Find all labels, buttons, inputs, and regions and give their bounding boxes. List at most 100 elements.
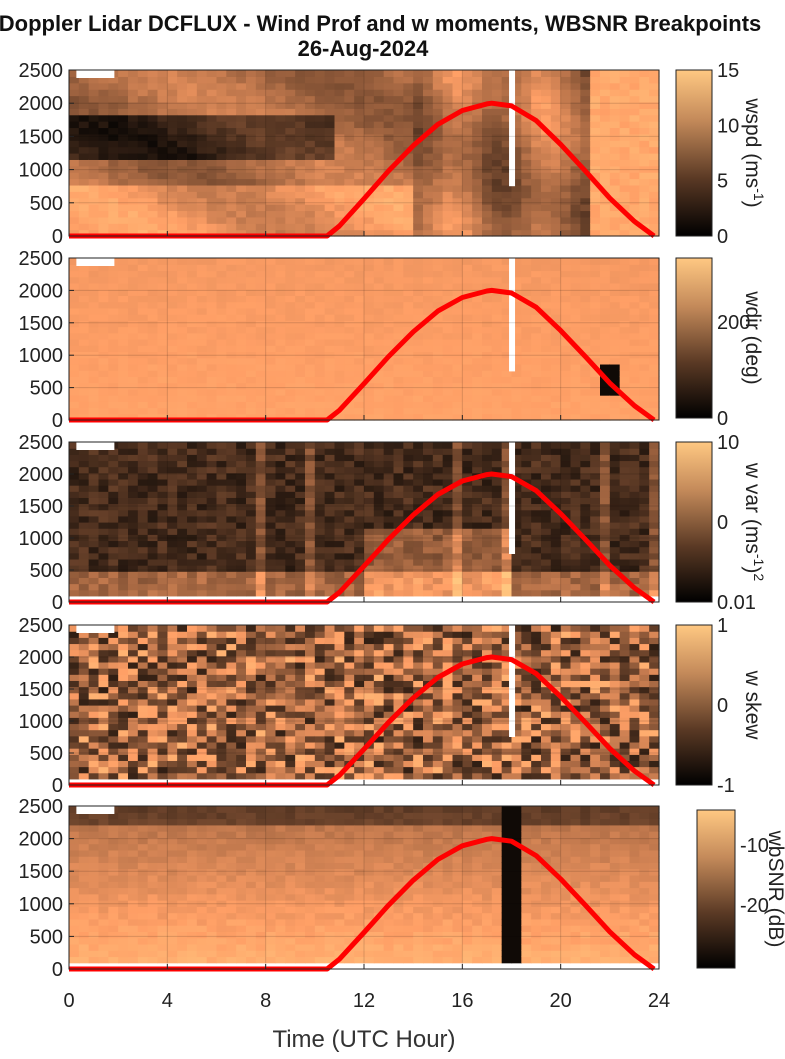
heatmap-cell — [373, 448, 385, 455]
heatmap-cell — [619, 172, 631, 180]
heatmap-cell — [364, 583, 375, 591]
heatmap-cell — [88, 674, 100, 681]
heatmap-cell — [541, 589, 552, 597]
heatmap-cell — [265, 413, 277, 421]
heatmap-cell — [147, 748, 159, 755]
heatmap-cell — [570, 82, 581, 90]
heatmap-cell — [69, 229, 80, 237]
heatmap-cell — [147, 503, 159, 511]
heatmap-cell — [590, 401, 601, 409]
heatmap-cell — [196, 289, 208, 296]
heatmap-cell — [246, 276, 257, 284]
heatmap-cell — [639, 178, 650, 186]
heatmap-cell — [472, 571, 483, 578]
heatmap-cell — [157, 741, 168, 749]
heatmap-cell — [393, 216, 404, 224]
heatmap-cell — [600, 289, 611, 296]
heatmap-cell — [177, 140, 188, 148]
heatmap-cell — [629, 540, 640, 548]
heatmap-cell — [649, 442, 660, 449]
heatmap-cell — [69, 748, 80, 755]
heatmap-cell — [482, 133, 493, 141]
heatmap-cell — [88, 295, 100, 303]
heatmap-cell — [344, 583, 355, 591]
heatmap-cell — [403, 127, 414, 135]
heatmap-cell — [639, 466, 650, 474]
data-gap — [509, 258, 516, 372]
heatmap-cell — [295, 528, 306, 535]
heatmap-cell — [550, 478, 562, 486]
heatmap-cell — [442, 270, 454, 278]
heatmap-cell — [275, 289, 286, 296]
heatmap-cell — [295, 357, 306, 365]
heatmap-cell — [531, 388, 542, 396]
heatmap-cell — [157, 388, 168, 396]
heatmap-cell — [344, 229, 355, 237]
heatmap-cell — [137, 583, 149, 591]
heatmap-cell — [354, 121, 365, 129]
heatmap-cell — [600, 442, 611, 449]
heatmap-cell — [560, 558, 572, 566]
heatmap-cell — [393, 472, 404, 480]
heatmap-cell — [118, 686, 129, 694]
heatmap-cell — [255, 276, 267, 284]
heatmap-cell — [462, 197, 473, 205]
heatmap-cell — [629, 565, 640, 572]
heatmap-cell — [531, 357, 542, 365]
heatmap-cell — [265, 70, 277, 77]
heatmap-cell — [560, 478, 572, 486]
heatmap-cell — [541, 382, 552, 390]
heatmap-cell — [531, 552, 542, 560]
heatmap-cell — [285, 485, 296, 492]
heatmap-cell — [413, 577, 424, 585]
heatmap-cell — [472, 159, 483, 167]
heatmap-cell — [501, 172, 513, 180]
heatmap-cell — [177, 388, 188, 396]
heatmap-cell — [531, 159, 542, 167]
heatmap-cell — [560, 76, 572, 84]
heatmap-cell — [639, 534, 650, 542]
heatmap-cell — [255, 395, 267, 402]
heatmap-cell — [393, 332, 404, 340]
heatmap-cell — [334, 376, 345, 384]
heatmap-cell — [403, 270, 414, 278]
heatmap-cell — [472, 307, 483, 315]
heatmap-cell — [305, 258, 316, 265]
heatmap-cell — [511, 491, 522, 498]
heatmap-cell — [196, 82, 208, 90]
heatmap-cell — [275, 363, 286, 371]
heatmap-cell — [501, 191, 513, 199]
heatmap-cell — [560, 546, 572, 554]
heatmap-cell — [609, 376, 621, 384]
heatmap-cell — [511, 197, 522, 205]
heatmap-cell — [118, 466, 129, 474]
heatmap-cell — [226, 448, 237, 455]
heatmap-cell — [639, 357, 650, 365]
heatmap-cell — [531, 540, 542, 548]
heatmap-cell — [344, 159, 355, 167]
heatmap-cell — [609, 89, 621, 97]
heatmap-cell — [305, 101, 316, 109]
heatmap-cell — [246, 552, 257, 560]
heatmap-cell — [128, 363, 139, 371]
heatmap-cell — [511, 82, 522, 90]
heatmap-cell — [344, 282, 355, 290]
heatmap-cell — [226, 216, 237, 224]
heatmap-cell — [590, 172, 601, 180]
heatmap-cell — [177, 589, 188, 597]
heatmap-cell — [98, 270, 109, 278]
heatmap-cell — [108, 388, 119, 396]
heatmap-cell — [393, 522, 404, 529]
heatmap-cell — [452, 509, 463, 517]
heatmap-cell — [482, 70, 493, 77]
heatmap-cell — [423, 565, 434, 572]
heatmap-cell — [118, 674, 129, 681]
heatmap-cell — [137, 680, 149, 688]
heatmap-cell — [78, 565, 90, 572]
heatmap-cell — [108, 216, 119, 224]
heatmap-cell — [590, 442, 601, 449]
heatmap-cell — [334, 413, 345, 421]
heatmap-cell — [619, 89, 631, 97]
heatmap-cell — [541, 515, 552, 523]
heatmap-cell — [629, 101, 640, 109]
